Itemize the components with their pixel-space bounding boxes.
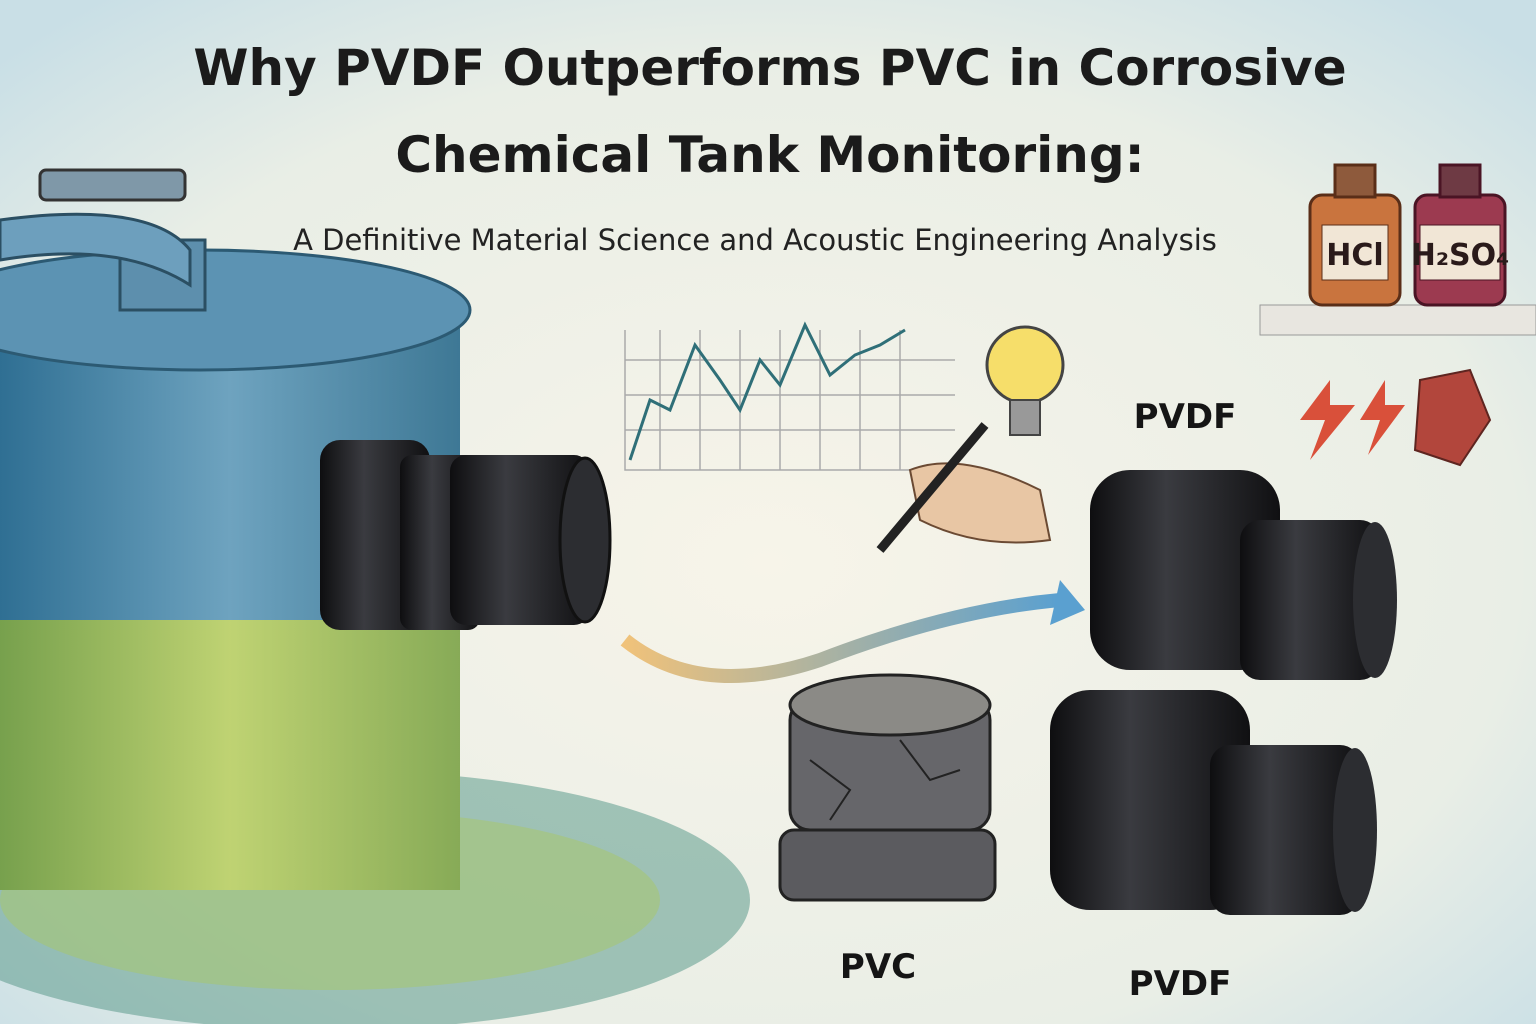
arrow (620, 593, 1061, 683)
sensor-label: PVDF (1129, 964, 1232, 1004)
bottle (1413, 163, 1507, 307)
sketch-chart (624, 321, 955, 471)
title-line: Chemical Tank Monitoring: (395, 126, 1144, 184)
lightning (1360, 380, 1405, 455)
subtitle: A Definitive Material Science and Acoust… (293, 223, 1217, 257)
lightning (1300, 380, 1355, 460)
pvc-sensor (778, 673, 997, 902)
hand-pencil (876, 422, 1052, 553)
pvdf-sensor (1090, 470, 1397, 680)
sensor-label: PVC (840, 947, 916, 987)
arrow-head (1050, 580, 1085, 625)
corroded-rock (1413, 368, 1492, 467)
shelf (1259, 304, 1536, 336)
tank-sensor (320, 440, 612, 630)
bottle (1308, 163, 1402, 307)
title-line: Why PVDF Outperforms PVC in Corrosive (193, 39, 1346, 97)
bottle-label: HCl (1326, 238, 1383, 273)
pvdf-sensor (1050, 690, 1377, 915)
bottle-label: H₂SO₄ (1411, 238, 1510, 273)
sensor-label: PVDF (1134, 397, 1237, 437)
lightbulb (985, 325, 1065, 436)
